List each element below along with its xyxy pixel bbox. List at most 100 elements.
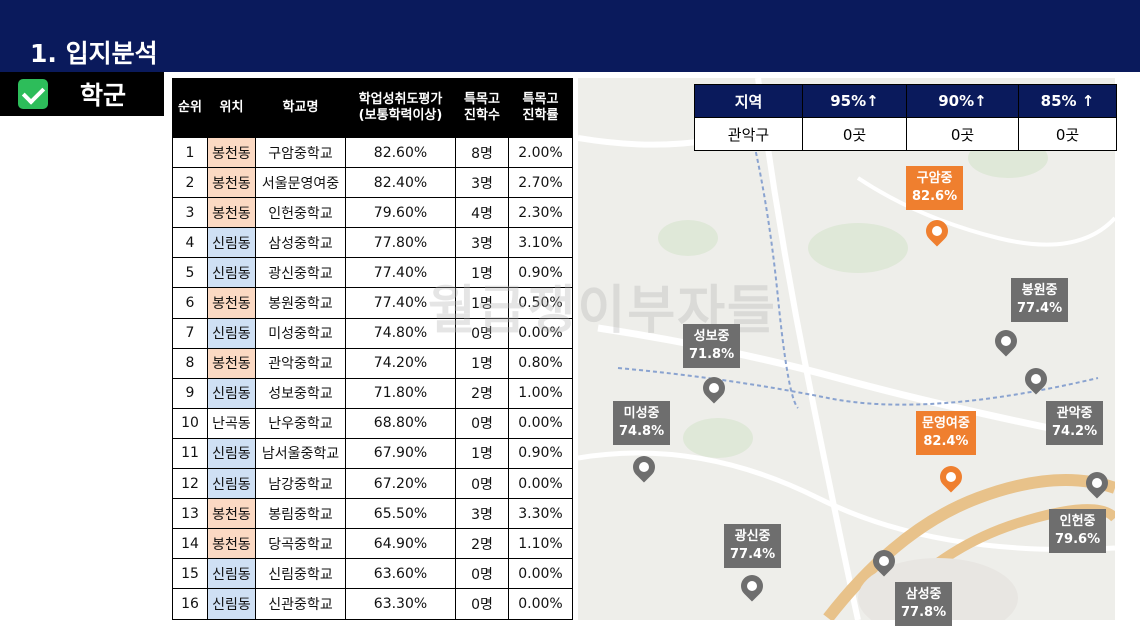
- column-header: 90%↑: [906, 84, 1019, 118]
- rank-cell: 11: [172, 437, 208, 470]
- section-label-box: 학군: [0, 72, 164, 116]
- column-header: 지역: [694, 84, 803, 118]
- column-header: 85% ↑: [1018, 84, 1117, 118]
- column-header: 순위: [172, 78, 208, 138]
- rank-cell: 10: [172, 407, 208, 439]
- achievement-cell: 77.40%: [345, 287, 456, 319]
- location-cell: 신림동: [207, 227, 256, 259]
- table-row: 2 봉천동 서울문영여중 82.40% 3명 2.70%: [172, 167, 573, 199]
- admissions-count-cell: 2명: [455, 528, 509, 560]
- achievement-cell: 74.80%: [345, 317, 456, 349]
- column-header: 학업성취도평가 (보통학력이상): [345, 78, 456, 138]
- column-header: 특목고 진학수: [455, 78, 509, 138]
- school-marker[interactable]: 관악중 74.2%: [1046, 401, 1104, 445]
- table-row: 6 봉천동 봉원중학교 77.40% 1명 0.50%: [172, 287, 573, 319]
- admissions-rate-cell: 0.90%: [508, 437, 573, 470]
- table-row: 5 신림동 광신중학교 77.40% 1명 0.90%: [172, 257, 573, 289]
- school-name-cell: 남강중학교: [255, 468, 346, 500]
- achievement-cell: 63.60%: [345, 558, 456, 590]
- page-title: 1. 입지분석: [30, 39, 158, 68]
- school-marker[interactable]: 구암중 82.6%: [906, 166, 964, 210]
- table-row: 14 봉천동 당곡중학교 64.90% 2명 1.10%: [172, 528, 573, 560]
- location-cell: 신림동: [207, 257, 256, 289]
- table-row: 13 봉천동 봉림중학교 65.50% 3명 3.30%: [172, 498, 573, 530]
- table-row: 1 봉천동 구암중학교 82.60% 8명 2.00%: [172, 136, 573, 169]
- rank-cell: 6: [172, 287, 208, 319]
- admissions-rate-cell: 0.00%: [508, 407, 573, 439]
- rank-cell: 3: [172, 197, 208, 229]
- header-bar: [0, 0, 1140, 72]
- rank-cell: 2: [172, 167, 208, 199]
- count-cell: 0곳: [802, 117, 907, 151]
- region-summary-table: 지역 95%↑ 90%↑ 85% ↑ 관악구 0곳 0곳 0곳: [694, 84, 1117, 151]
- school-marker[interactable]: 미성중 74.8%: [613, 401, 671, 445]
- school-name-cell: 삼성중학교: [255, 227, 346, 259]
- table-row: 15 신림동 신림중학교 63.60% 0명 0.00%: [172, 558, 573, 590]
- admissions-count-cell: 3명: [455, 227, 509, 259]
- table-row: 7 신림동 미성중학교 74.80% 0명 0.00%: [172, 317, 573, 349]
- table-row: 관악구 0곳 0곳 0곳: [694, 117, 1117, 151]
- table-row: 12 신림동 남강중학교 67.20% 0명 0.00%: [172, 468, 573, 500]
- school-name-cell: 성보중학교: [255, 377, 346, 409]
- school-name-cell: 관악중학교: [255, 347, 346, 379]
- achievement-cell: 82.60%: [345, 136, 456, 169]
- location-cell: 신림동: [207, 558, 256, 590]
- column-header: 특목고 진학률: [508, 78, 573, 138]
- school-marker[interactable]: 인헌중 79.6%: [1049, 509, 1107, 553]
- admissions-rate-cell: 2.70%: [508, 167, 573, 199]
- location-cell: 신림동: [207, 317, 256, 349]
- school-name-cell: 미성중학교: [255, 317, 346, 349]
- section-label: 학군: [80, 81, 127, 110]
- school-name-cell: 당곡중학교: [255, 528, 346, 560]
- location-cell: 신림동: [207, 588, 256, 620]
- column-header: 95%↑: [802, 84, 907, 118]
- admissions-count-cell: 1명: [455, 437, 509, 470]
- school-name-cell: 봉원중학교: [255, 287, 346, 319]
- admissions-count-cell: 3명: [455, 167, 509, 199]
- school-marker[interactable]: 봉원중 77.4%: [1011, 278, 1069, 322]
- achievement-cell: 64.90%: [345, 528, 456, 560]
- admissions-rate-cell: 0.00%: [508, 588, 573, 620]
- rank-cell: 7: [172, 317, 208, 349]
- achievement-cell: 63.30%: [345, 588, 456, 620]
- school-marker[interactable]: 문영여중 82.4%: [916, 411, 976, 455]
- column-header: 위치: [207, 78, 256, 138]
- rank-cell: 14: [172, 528, 208, 560]
- location-cell: 봉천동: [207, 136, 256, 169]
- location-cell: 봉천동: [207, 197, 256, 229]
- school-marker[interactable]: 광신중 77.4%: [724, 524, 782, 568]
- location-cell: 신림동: [207, 437, 256, 470]
- location-cell: 봉천동: [207, 528, 256, 560]
- table-row: 10 난곡동 난우중학교 68.80% 0명 0.00%: [172, 407, 573, 439]
- checkmark-icon: [18, 79, 48, 109]
- school-ranking-table: 순위 위치 학교명 학업성취도평가 (보통학력이상) 특목고 진학수 특목고 진…: [172, 78, 573, 620]
- admissions-rate-cell: 3.30%: [508, 498, 573, 530]
- admissions-rate-cell: 1.00%: [508, 377, 573, 409]
- school-marker[interactable]: 성보중 71.8%: [683, 324, 741, 368]
- rank-cell: 5: [172, 257, 208, 289]
- school-name-cell: 광신중학교: [255, 257, 346, 289]
- rank-cell: 8: [172, 347, 208, 379]
- achievement-cell: 67.20%: [345, 468, 456, 500]
- achievement-cell: 77.80%: [345, 227, 456, 259]
- map-background: [578, 78, 1115, 620]
- table-row: 3 봉천동 인헌중학교 79.60% 4명 2.30%: [172, 197, 573, 229]
- admissions-count-cell: 1명: [455, 347, 509, 379]
- location-cell: 신림동: [207, 377, 256, 409]
- rank-cell: 16: [172, 588, 208, 620]
- admissions-rate-cell: 0.00%: [508, 317, 573, 349]
- admissions-rate-cell: 1.10%: [508, 528, 573, 560]
- school-name-cell: 신림중학교: [255, 558, 346, 590]
- admissions-count-cell: 3명: [455, 498, 509, 530]
- school-name-cell: 구암중학교: [255, 136, 346, 169]
- admissions-count-cell: 8명: [455, 136, 509, 169]
- location-cell: 봉천동: [207, 498, 256, 530]
- admissions-rate-cell: 0.00%: [508, 468, 573, 500]
- school-marker[interactable]: 삼성중 77.8%: [895, 582, 953, 626]
- admissions-count-cell: 2명: [455, 377, 509, 409]
- rank-cell: 13: [172, 498, 208, 530]
- location-cell: 봉천동: [207, 287, 256, 319]
- admissions-count-cell: 0명: [455, 468, 509, 500]
- table-row: 16 신림동 신관중학교 63.30% 0명 0.00%: [172, 588, 573, 620]
- area-map[interactable]: [578, 78, 1115, 620]
